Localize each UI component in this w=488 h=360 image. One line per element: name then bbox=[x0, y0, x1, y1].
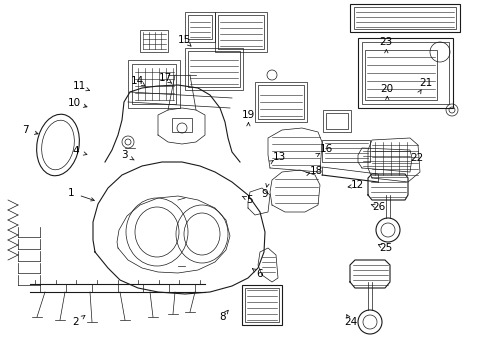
Bar bbox=[361, 42, 448, 104]
Text: 13: 13 bbox=[272, 152, 286, 162]
Bar bbox=[215, 12, 266, 52]
Bar bbox=[349, 4, 459, 32]
Text: 5: 5 bbox=[245, 195, 252, 205]
Text: 25: 25 bbox=[379, 243, 392, 253]
Text: 24: 24 bbox=[344, 317, 357, 327]
Bar bbox=[254, 82, 306, 122]
Text: 6: 6 bbox=[255, 269, 262, 279]
Text: 11: 11 bbox=[72, 81, 86, 91]
Text: 20: 20 bbox=[380, 84, 393, 94]
Bar bbox=[357, 38, 452, 108]
Text: 2: 2 bbox=[72, 317, 79, 327]
Text: 22: 22 bbox=[409, 153, 423, 163]
Bar bbox=[325, 113, 347, 129]
Text: 4: 4 bbox=[72, 146, 79, 156]
Bar bbox=[323, 110, 350, 132]
Text: 16: 16 bbox=[319, 144, 333, 154]
Text: 14: 14 bbox=[131, 76, 144, 86]
Bar bbox=[218, 15, 264, 49]
Text: 9: 9 bbox=[261, 189, 268, 199]
Text: 1: 1 bbox=[67, 188, 74, 198]
Text: 15: 15 bbox=[178, 35, 191, 45]
Bar bbox=[242, 285, 282, 325]
Bar bbox=[353, 7, 455, 29]
Bar bbox=[140, 30, 168, 52]
Bar bbox=[258, 85, 304, 119]
Bar bbox=[321, 140, 369, 162]
Bar bbox=[244, 288, 279, 322]
Bar bbox=[184, 48, 243, 90]
Text: 3: 3 bbox=[121, 150, 128, 160]
Text: 8: 8 bbox=[219, 312, 225, 322]
Bar bbox=[172, 118, 192, 132]
Bar bbox=[132, 64, 176, 104]
Text: 7: 7 bbox=[22, 125, 29, 135]
Bar bbox=[187, 51, 240, 87]
Text: 18: 18 bbox=[309, 166, 323, 176]
Bar bbox=[128, 60, 180, 108]
Text: 10: 10 bbox=[68, 98, 81, 108]
Bar bbox=[364, 50, 436, 100]
Text: 12: 12 bbox=[349, 180, 363, 190]
Text: 17: 17 bbox=[158, 73, 172, 84]
Text: 26: 26 bbox=[371, 202, 385, 212]
Text: 23: 23 bbox=[379, 37, 392, 48]
Bar bbox=[187, 15, 212, 39]
Bar bbox=[184, 12, 215, 42]
Text: 19: 19 bbox=[241, 110, 255, 120]
Text: 21: 21 bbox=[418, 78, 431, 88]
